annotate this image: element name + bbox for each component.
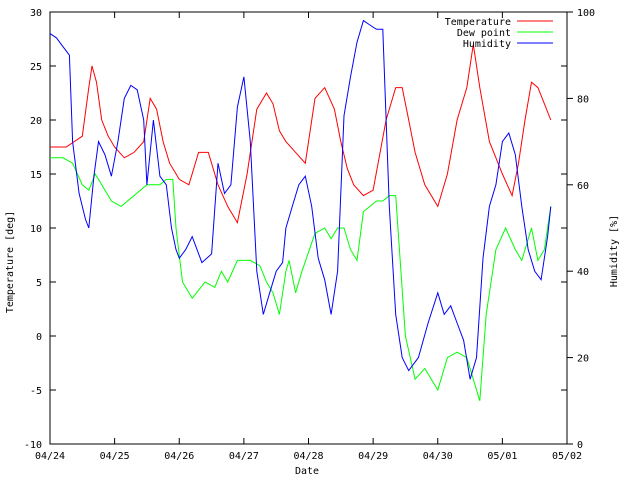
y-left-tick-label: 5 (36, 278, 42, 289)
y-right-tick-label: 60 (577, 181, 589, 192)
y-axis-title-left: Temperature [deg] (5, 211, 16, 313)
legend-label: Dew point (457, 28, 511, 39)
y-left-tick-label: 30 (30, 8, 42, 19)
x-tick-label: 05/02 (552, 451, 582, 462)
y-right-tick-label: 0 (577, 440, 583, 451)
x-tick-label: 04/30 (423, 451, 453, 462)
y-left-tick-label: 0 (36, 332, 42, 343)
x-tick-label: 04/24 (35, 451, 65, 462)
plot-frame (49, 11, 568, 445)
y-axis-left: -10 -5 0 5 10 15 20 25 30 (24, 8, 567, 451)
x-axis: 04/24 04/25 04/26 04/27 04/28 04/29 04/30 05/01… (35, 12, 582, 462)
humidity-line (49, 19, 552, 380)
x-tick-label: 04/28 (293, 451, 323, 462)
y-left-tick-label: 20 (30, 116, 42, 127)
x-tick-label: 04/27 (229, 451, 259, 462)
y-right-tick-label: 20 (577, 354, 589, 365)
x-axis-title: Date (295, 466, 319, 477)
series-lines (49, 19, 552, 401)
x-tick-label: 04/29 (358, 451, 388, 462)
y-left-tick-label: 10 (30, 224, 42, 235)
y-left-tick-label: 25 (30, 62, 42, 73)
x-tick-label: 04/26 (164, 451, 194, 462)
dew-point-line (50, 157, 552, 401)
legend-label: Humidity (463, 39, 511, 50)
y-right-tick-label: 80 (577, 94, 589, 105)
legend-label: Temperature (445, 17, 511, 28)
temperature-line (50, 44, 552, 224)
y-right-tick-label: 40 (577, 267, 589, 278)
y-left-tick-label: -10 (24, 440, 42, 451)
y-left-tick-label: 15 (30, 170, 42, 181)
y-axis-title-right: Humidity [%] (609, 215, 620, 287)
x-tick-label: 05/01 (487, 451, 517, 462)
x-tick-label: 04/25 (100, 451, 130, 462)
y-axis-right: 0 20 40 60 80 100 (567, 8, 595, 451)
y-right-tick-label: 100 (577, 8, 595, 19)
y-left-tick-label: -5 (30, 386, 42, 397)
